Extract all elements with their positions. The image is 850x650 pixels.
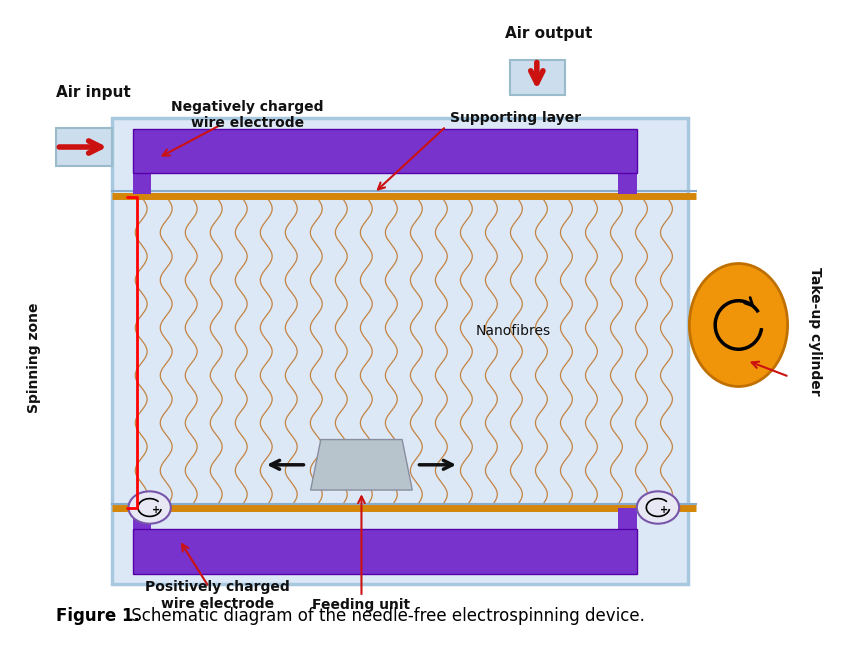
Circle shape (128, 491, 171, 524)
Bar (618, 173, 637, 194)
Text: +: + (660, 505, 668, 515)
Text: +: + (152, 505, 160, 515)
Bar (145, 508, 154, 524)
Text: Negatively charged
wire electrode: Negatively charged wire electrode (171, 99, 323, 130)
Text: Positively charged
wire electrode: Positively charged wire electrode (145, 580, 290, 610)
Polygon shape (310, 439, 412, 490)
FancyBboxPatch shape (56, 127, 111, 166)
Text: Air output: Air output (506, 26, 592, 41)
Text: Nanofibres: Nanofibres (476, 324, 551, 339)
FancyBboxPatch shape (133, 529, 637, 574)
FancyBboxPatch shape (133, 129, 637, 173)
Text: Feeding unit: Feeding unit (313, 597, 411, 612)
Text: Spinning zone: Spinning zone (26, 302, 41, 413)
Ellipse shape (689, 263, 788, 387)
Bar (618, 508, 637, 529)
Bar (133, 508, 151, 529)
Text: Air input: Air input (56, 84, 131, 99)
Text: Schematic diagram of the needle-free electrospinning device.: Schematic diagram of the needle-free ele… (126, 607, 645, 625)
Bar (133, 173, 151, 194)
Text: Figure 1.: Figure 1. (56, 607, 140, 625)
FancyBboxPatch shape (111, 118, 688, 584)
FancyBboxPatch shape (510, 60, 564, 96)
Text: Supporting layer: Supporting layer (450, 111, 581, 125)
Circle shape (637, 491, 679, 524)
Bar (654, 508, 662, 524)
Text: Take-up cylinder: Take-up cylinder (808, 267, 822, 396)
